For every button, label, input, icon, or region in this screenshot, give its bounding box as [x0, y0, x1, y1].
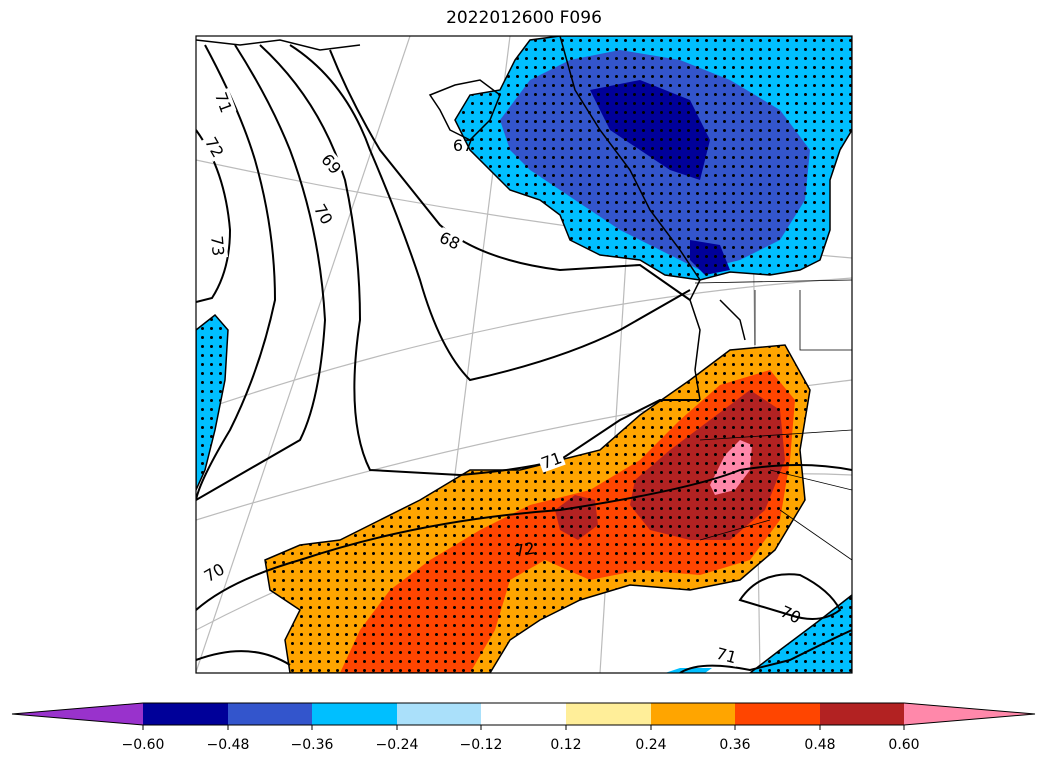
colorbar-tick: 0.48 [804, 737, 835, 753]
negative-anomaly-region [196, 36, 852, 673]
contour-label: 71 [714, 644, 739, 668]
colorbar-swatch [566, 703, 651, 725]
colorbar-tick: −0.24 [376, 737, 419, 753]
colorbar-swatch [228, 703, 312, 725]
contour-label: 72 [513, 538, 536, 560]
map-area [196, 36, 852, 673]
colorbar-swatch [735, 703, 820, 725]
colorbar-swatch [397, 703, 481, 725]
colorbar-tick: −0.48 [207, 737, 250, 753]
contour-label: 73 [207, 235, 228, 257]
colorbar-tick: −0.60 [122, 737, 165, 753]
colorbar-extend-high [904, 703, 1035, 725]
colorbar-tick: 0.36 [719, 737, 750, 753]
map-frame [195, 35, 853, 674]
colorbar-swatch [312, 703, 397, 725]
colorbar-tick: −0.36 [291, 737, 334, 753]
height-contours [196, 44, 852, 673]
colorbar-tick: 0.60 [888, 737, 919, 753]
colorbar-swatch [481, 703, 566, 725]
colorbar: −0.60 −0.48 −0.36 −0.24 −0.12 0.12 0.24 … [11, 702, 1036, 753]
coastlines [196, 36, 746, 401]
colorbar-tick: 0.24 [635, 737, 666, 753]
contour-label: 67 [453, 136, 473, 155]
colorbar-extend-low [12, 703, 143, 725]
positive-anomaly-region [264, 344, 811, 673]
colorbar-swatch [651, 703, 735, 725]
plot-title: 2022012600 F096 [446, 8, 602, 28]
colorbar-tick: 0.12 [550, 737, 581, 753]
borders [694, 279, 852, 561]
colorbar-swatch [143, 703, 228, 725]
colorbar-tick: −0.12 [460, 737, 503, 753]
colorbar-swatch [820, 703, 904, 725]
